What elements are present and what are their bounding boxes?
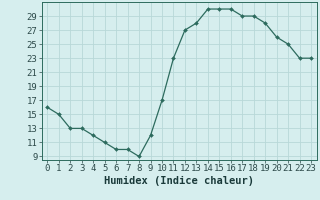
X-axis label: Humidex (Indice chaleur): Humidex (Indice chaleur) [104,176,254,186]
